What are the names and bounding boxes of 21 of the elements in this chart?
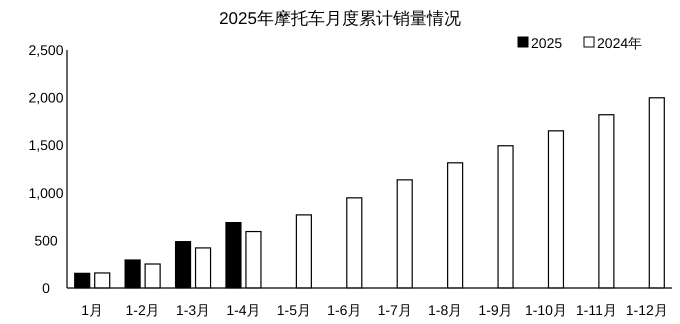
x-tick-label: 1月 xyxy=(81,302,104,318)
x-tick-label: 1-8月 xyxy=(428,302,462,318)
x-tick-label: 1-6月 xyxy=(327,302,362,318)
x-tick-label: 1-9月 xyxy=(478,302,513,318)
x-tick-label: 1-7月 xyxy=(378,302,412,318)
chart-title: 2025年摩托车月度累计销量情况 xyxy=(219,9,461,28)
legend-label: 2025 xyxy=(531,35,562,51)
x-tick-label: 1-12月 xyxy=(626,302,668,318)
x-tick-label: 1-10月 xyxy=(524,302,567,318)
y-tick-label: 0 xyxy=(42,280,50,296)
y-tick-label: 500 xyxy=(34,232,58,248)
legend-label: 2024年 xyxy=(597,35,642,51)
x-tick-label: 1-3月 xyxy=(176,302,210,318)
x-tick-label: 1-2月 xyxy=(126,302,160,318)
x-tick-label: 1-5月 xyxy=(276,302,311,318)
x-tick-label: 1-4月 xyxy=(226,302,261,318)
y-tick-label: 1,500 xyxy=(28,137,64,154)
y-tick-label: 2,500 xyxy=(28,42,64,58)
x-tick-label: 1-11月 xyxy=(576,302,617,318)
y-tick-label: 1,000 xyxy=(28,184,64,201)
y-tick-label: 2,000 xyxy=(28,90,64,106)
